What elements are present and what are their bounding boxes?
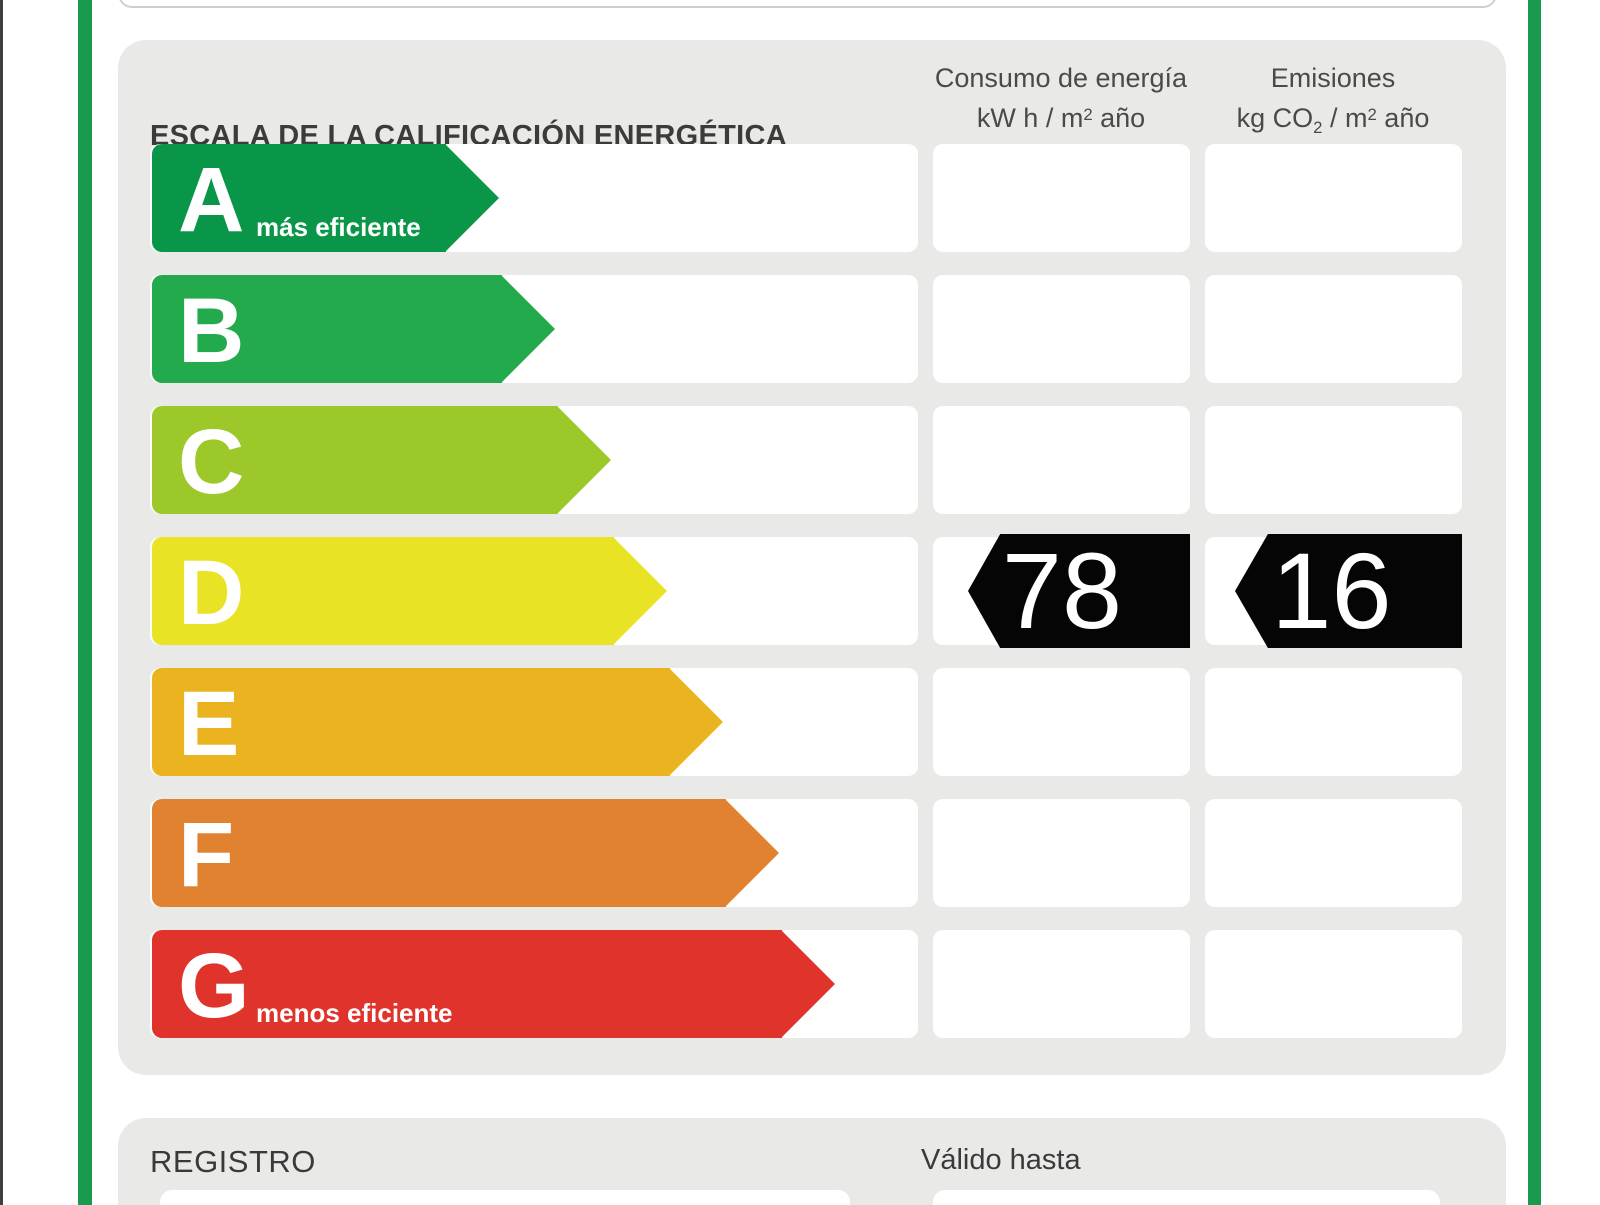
- emisiones-cell: [1205, 406, 1462, 514]
- bar-arrow-tip: [725, 799, 779, 907]
- rating-row-e: E: [118, 668, 1506, 776]
- rating-row-g: G menos eficiente: [118, 930, 1506, 1038]
- energy-scale-panel: ESCALA DE LA CALIFICACIÓN ENERGÉTICA Con…: [118, 40, 1506, 1075]
- registro-panel: REGISTRO Válido hasta: [118, 1118, 1506, 1205]
- emisiones-header-units: kg CO2 / m2 año: [1236, 103, 1430, 138]
- consumo-cell: [933, 406, 1190, 514]
- most-efficient-label: más eficiente: [256, 212, 421, 242]
- rating-bar-a: A más eficiente: [152, 144, 499, 252]
- registro-label: REGISTRO: [150, 1144, 316, 1179]
- consumo-header-line1: Consumo de energía: [934, 63, 1188, 93]
- rating-letter: D: [178, 542, 245, 644]
- green-border-left: [78, 0, 92, 1205]
- rating-row-b: B: [118, 275, 1506, 383]
- rating-bar-e: E: [152, 668, 723, 776]
- rating-bar-b: B: [152, 275, 555, 383]
- bar-arrow-tip: [557, 406, 611, 514]
- rating-row-d: D 78 16: [118, 534, 1506, 648]
- consumo-value-arrow: 78: [968, 534, 1190, 648]
- emisiones-header-line1: Emisiones: [1270, 63, 1396, 93]
- consumo-value: 78: [1001, 530, 1123, 651]
- emisiones-value-arrow: 16: [1235, 534, 1462, 648]
- rating-row-a: A más eficiente: [118, 144, 1506, 252]
- consumo-column-header: Consumo de energía kW h / m2 año: [896, 58, 1226, 142]
- least-efficient-label: menos eficiente: [256, 998, 453, 1028]
- rating-bar-c: C: [152, 406, 611, 514]
- emisiones-column-header: Emisiones kg CO2 / m2 año: [1168, 58, 1498, 142]
- rating-letter: A: [178, 149, 245, 251]
- rating-letter: B: [178, 280, 245, 382]
- emisiones-value: 16: [1271, 530, 1392, 651]
- green-border-right: [1528, 0, 1541, 1205]
- bar-arrow-tip: [501, 275, 555, 383]
- consumo-cell: [933, 799, 1190, 907]
- emisiones-cell: [1205, 144, 1462, 252]
- rating-bar-d: D: [152, 537, 667, 645]
- consumo-cell: [933, 144, 1190, 252]
- rating-letter: C: [178, 411, 245, 513]
- page-edge-line: [0, 0, 3, 1205]
- rating-row-c: C: [118, 406, 1506, 514]
- previous-section-box: [118, 0, 1497, 8]
- rating-row-f: F: [118, 799, 1506, 907]
- consumo-cell: [933, 930, 1190, 1038]
- bar-arrow-tip: [781, 930, 835, 1038]
- registro-value-box: [160, 1190, 850, 1205]
- rating-letter: F: [178, 804, 235, 906]
- emisiones-cell: [1205, 668, 1462, 776]
- bar-arrow-tip: [445, 144, 499, 252]
- rating-bar-f: F: [152, 799, 779, 907]
- rating-bar-g: G menos eficiente: [152, 930, 835, 1038]
- emisiones-cell: [1205, 799, 1462, 907]
- consumo-cell: [933, 668, 1190, 776]
- bar-arrow-tip: [613, 537, 667, 645]
- rating-letter: E: [178, 673, 240, 775]
- emisiones-cell: [1205, 275, 1462, 383]
- consumo-cell: [933, 275, 1190, 383]
- valido-hasta-label: Válido hasta: [921, 1144, 1081, 1176]
- consumo-header-units: kW h / m2 año: [976, 103, 1146, 133]
- bar-arrow-tip: [669, 668, 723, 776]
- rating-letter: G: [178, 935, 250, 1037]
- emisiones-cell: [1205, 930, 1462, 1038]
- valido-hasta-value-box: [933, 1190, 1440, 1205]
